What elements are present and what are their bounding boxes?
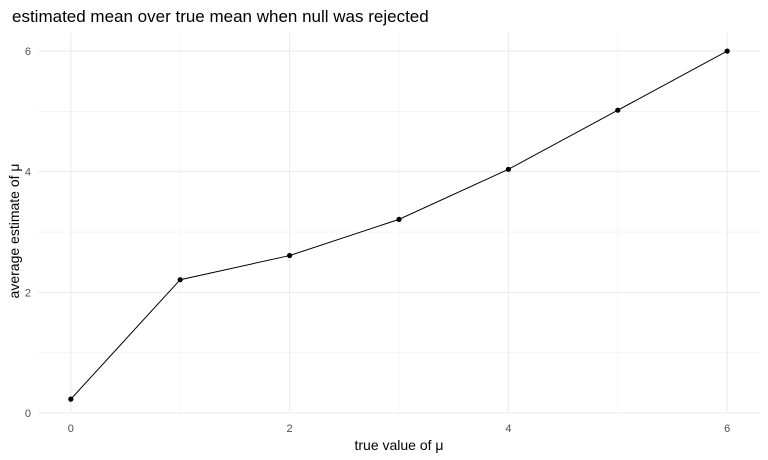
data-point bbox=[68, 396, 74, 402]
data-point bbox=[505, 166, 511, 172]
y-tick-label: 0 bbox=[25, 408, 31, 420]
data-point bbox=[177, 277, 183, 283]
x-tick-label: 4 bbox=[505, 423, 511, 435]
chart-title: estimated mean over true mean when null … bbox=[12, 7, 429, 26]
x-tick-label: 2 bbox=[287, 423, 293, 435]
tick-labels: 0 2 4 6 0 2 4 6 bbox=[25, 46, 730, 435]
grid bbox=[38, 33, 760, 414]
x-tick-label: 6 bbox=[724, 423, 730, 435]
y-tick-label: 4 bbox=[25, 167, 31, 179]
x-tick-label: 0 bbox=[68, 423, 74, 435]
data-point bbox=[396, 216, 402, 222]
x-axis-label: true value of μ bbox=[354, 437, 443, 453]
y-axis-label: average estimate of μ bbox=[6, 164, 22, 299]
plot-area: 0 2 4 6 0 2 4 6 bbox=[25, 33, 760, 435]
data-point bbox=[615, 107, 621, 113]
y-tick-label: 2 bbox=[25, 287, 31, 299]
data-point bbox=[287, 252, 293, 259]
data-point bbox=[724, 48, 730, 54]
y-tick-label: 6 bbox=[25, 46, 31, 58]
series-group bbox=[68, 48, 730, 402]
